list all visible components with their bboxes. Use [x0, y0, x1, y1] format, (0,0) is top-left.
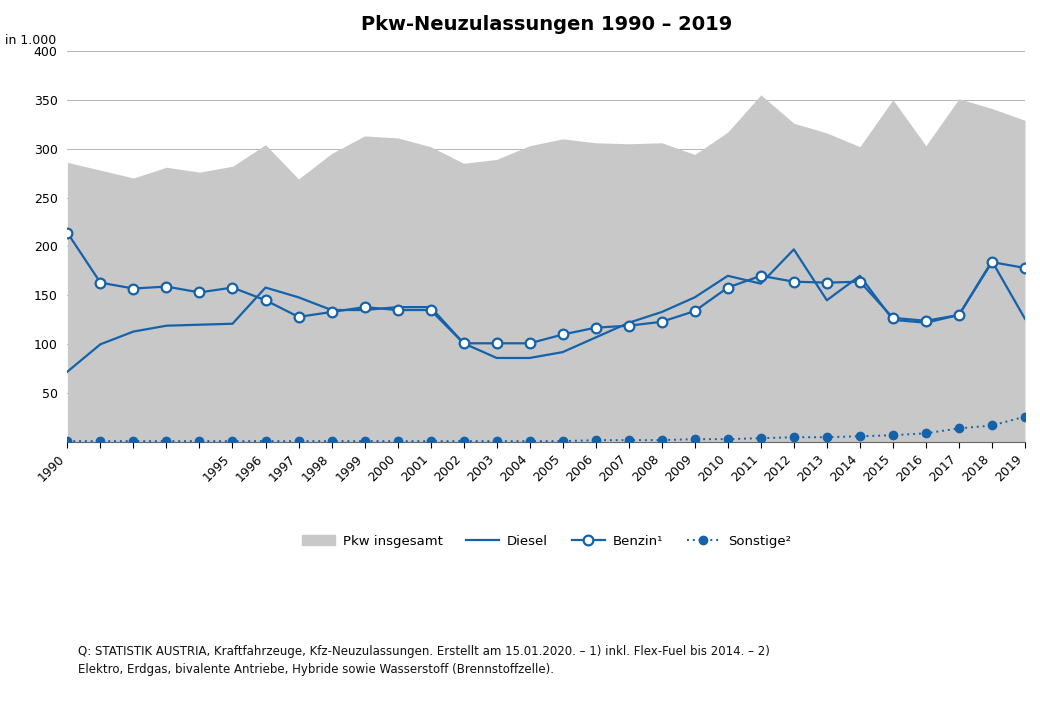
Legend: Pkw insgesamt, Diesel, Benzin¹, Sonstige²: Pkw insgesamt, Diesel, Benzin¹, Sonstige…	[296, 529, 796, 553]
Text: Elektro, Erdgas, bivalente Antriebe, Hybride sowie Wasserstoff (Brennstoffzelle): Elektro, Erdgas, bivalente Antriebe, Hyb…	[78, 663, 554, 675]
Text: Q: STATISTIK AUSTRIA, Kraftfahrzeuge, Kfz-Neuzulassungen. Erstellt am 15.01.2020: Q: STATISTIK AUSTRIA, Kraftfahrzeuge, Kf…	[78, 645, 770, 658]
Title: Pkw-Neuzulassungen 1990 – 2019: Pkw-Neuzulassungen 1990 – 2019	[361, 15, 732, 34]
Text: in 1.000: in 1.000	[5, 34, 56, 47]
